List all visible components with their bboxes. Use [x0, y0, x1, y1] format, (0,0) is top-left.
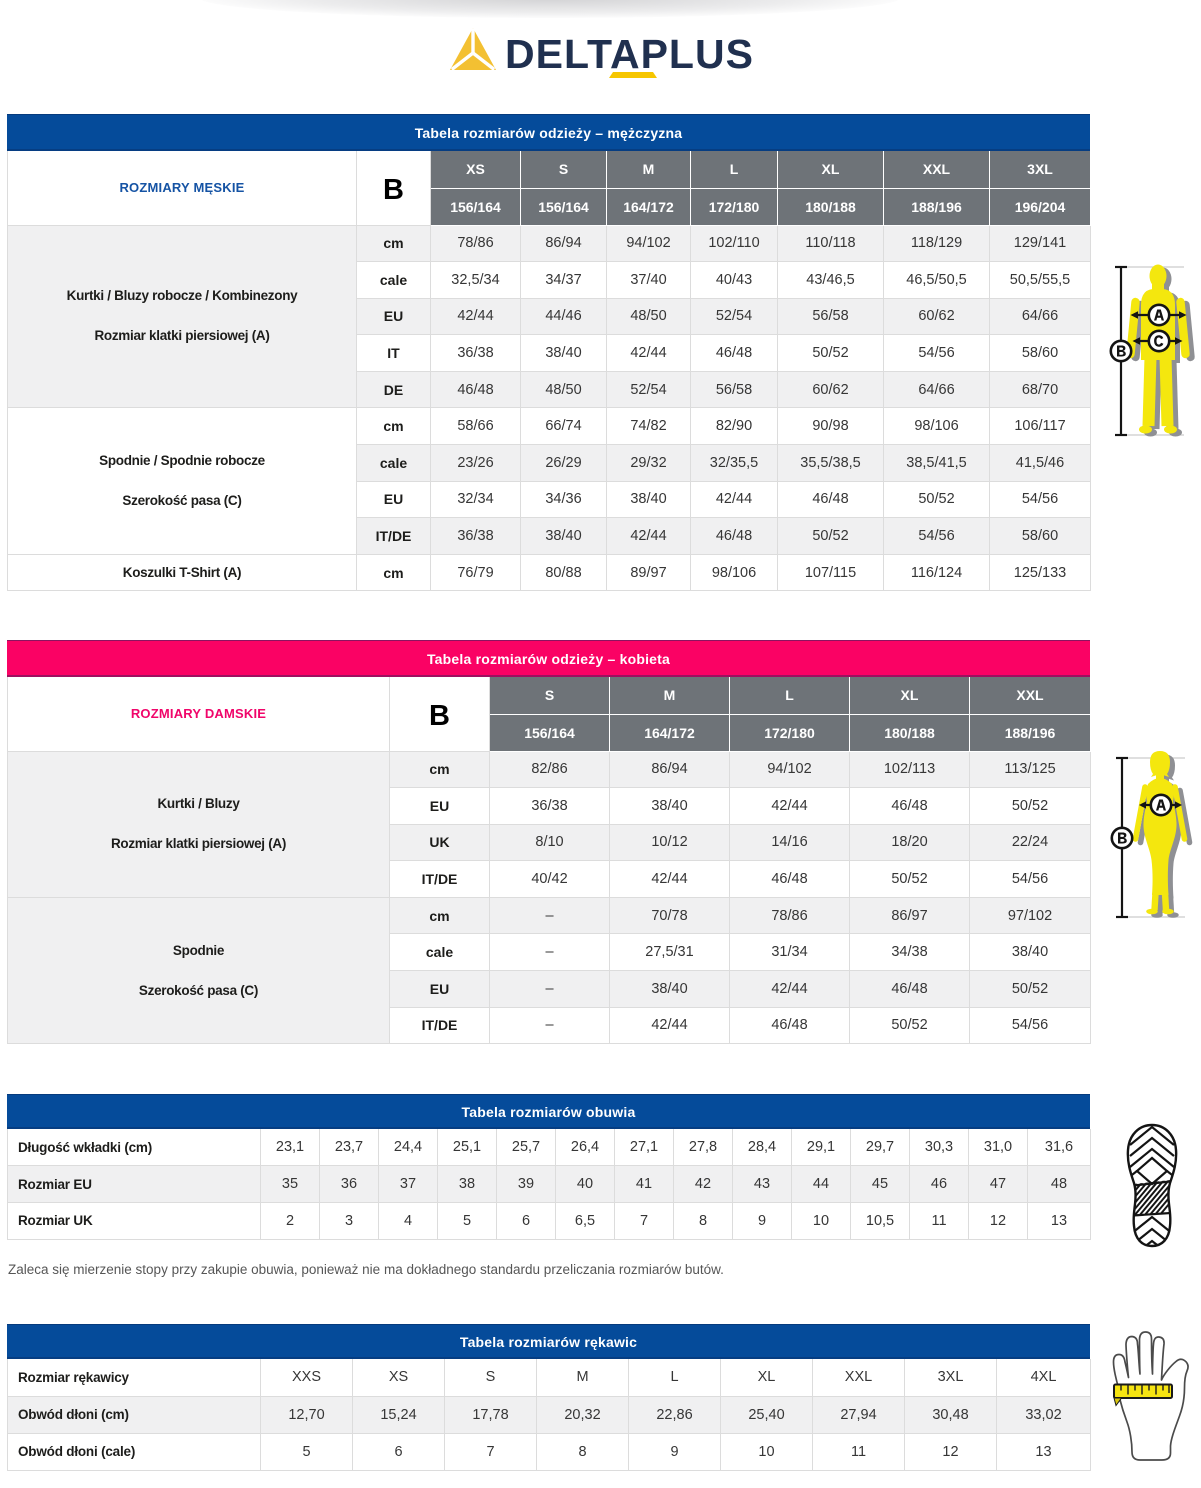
svg-text:DELTAPLUS: DELTAPLUS: [505, 31, 754, 77]
